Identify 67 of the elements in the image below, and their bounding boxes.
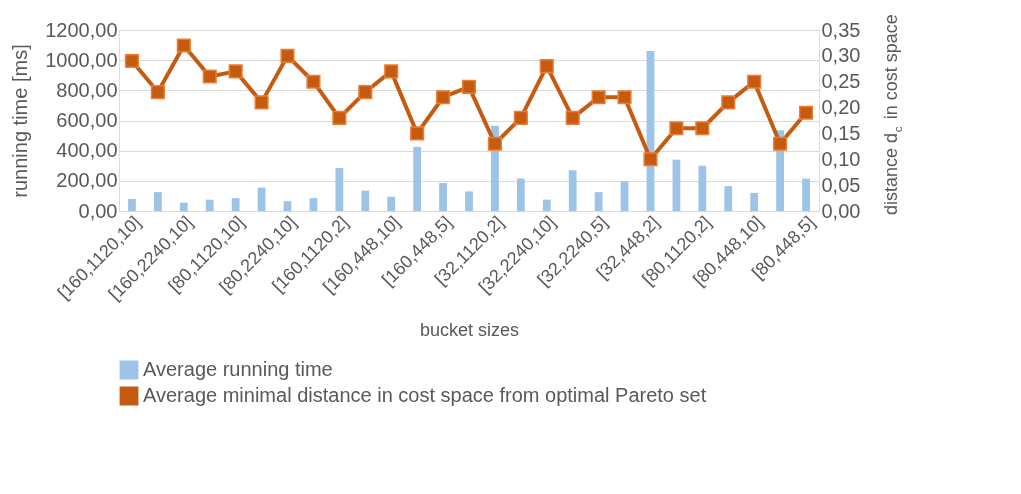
y2-tick-label: 0,25	[821, 70, 861, 93]
y2-tick-label: 0,30	[821, 44, 861, 67]
point	[565, 110, 580, 125]
point	[384, 64, 399, 79]
point	[280, 48, 295, 63]
y2-tick-label: 0,10	[821, 147, 861, 170]
bar	[750, 192, 759, 211]
point	[487, 136, 502, 151]
point	[410, 126, 425, 141]
y2-tick-label: 0,00	[821, 199, 861, 222]
bar	[439, 183, 447, 211]
bar	[179, 202, 188, 211]
bar	[724, 186, 733, 211]
bar	[802, 178, 810, 211]
y-tick-label: 800,00	[56, 78, 118, 101]
bar	[413, 146, 422, 211]
bar	[594, 192, 603, 211]
legend-label: Average minimal distance in cost space from optimal Pareto set	[143, 384, 707, 406]
bar	[361, 190, 370, 211]
legend-label: Average running time	[143, 358, 333, 380]
bar	[698, 165, 707, 211]
point	[695, 121, 710, 136]
bar	[387, 196, 396, 211]
point	[461, 79, 477, 94]
point	[721, 95, 736, 110]
bar	[154, 192, 162, 211]
point	[643, 152, 658, 167]
y-axis-title: running time [ms]	[9, 44, 32, 198]
point	[669, 121, 684, 136]
point	[124, 53, 140, 69]
bar	[231, 198, 240, 211]
point	[798, 105, 814, 120]
y2-axis-title: distance dc in cost space	[881, 14, 904, 215]
point	[254, 95, 269, 110]
point	[747, 74, 762, 89]
bar	[465, 191, 473, 211]
point	[358, 84, 373, 100]
y-tick-label: 1000,00	[45, 48, 118, 71]
point	[332, 110, 347, 125]
point	[436, 90, 451, 105]
point	[773, 136, 788, 151]
bar	[309, 198, 318, 211]
x-axis-title: bucket sizes	[419, 320, 520, 341]
point	[176, 38, 191, 53]
y-tick-label: 200,00	[56, 169, 118, 192]
point	[539, 59, 554, 74]
y2-tick-label: 0,35	[821, 18, 861, 41]
bar	[568, 170, 577, 211]
bar	[283, 201, 292, 211]
point	[617, 90, 632, 105]
point	[202, 69, 217, 84]
point	[228, 64, 243, 79]
point	[150, 84, 165, 100]
bar	[335, 168, 344, 211]
bar	[128, 198, 136, 211]
y-tick-label: 1200,00	[45, 18, 118, 41]
point	[306, 74, 321, 89]
bar	[542, 199, 551, 211]
point	[513, 110, 528, 125]
y2-tick-label: 0,15	[821, 121, 861, 144]
bar	[205, 199, 214, 211]
point	[591, 90, 606, 105]
y2-tick-label: 0,20	[821, 96, 861, 119]
bar	[516, 178, 525, 211]
y-tick-label: 400,00	[56, 139, 118, 162]
y2-tick-label: 0,05	[821, 173, 861, 196]
y-tick-label: 600,00	[56, 109, 118, 131]
